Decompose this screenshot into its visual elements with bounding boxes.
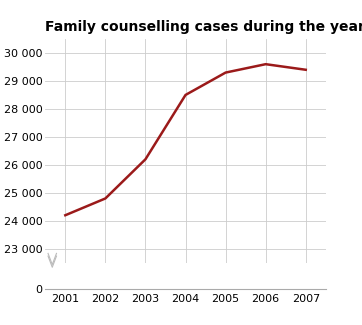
Text: Family counselling cases during the year. 2001 - 2007: Family counselling cases during the year…	[45, 20, 362, 34]
